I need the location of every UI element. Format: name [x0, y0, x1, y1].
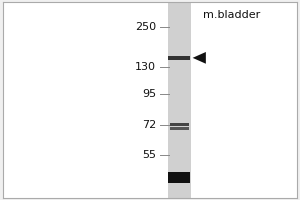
Bar [170, 123, 189, 126]
Text: 95: 95 [142, 89, 156, 99]
Text: 250: 250 [135, 22, 156, 32]
Text: m.bladder: m.bladder [203, 10, 260, 20]
Text: 72: 72 [142, 120, 156, 130]
Bar [168, 56, 190, 60]
Bar [168, 172, 190, 183]
Text: 55: 55 [142, 150, 156, 160]
Bar [168, 2, 191, 198]
Bar [170, 127, 189, 130]
Polygon shape [193, 52, 206, 64]
Text: 130: 130 [135, 62, 156, 72]
